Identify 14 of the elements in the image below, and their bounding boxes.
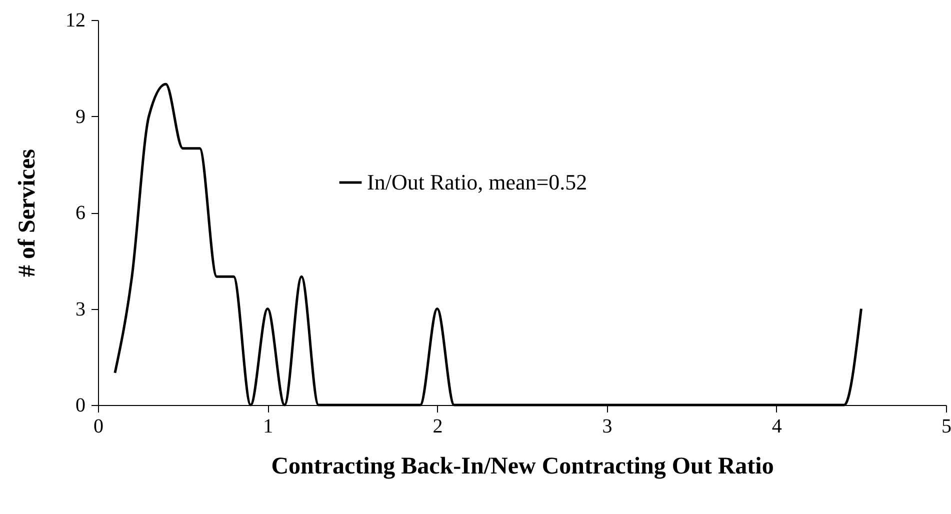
x-tick-label: 2 (432, 416, 443, 438)
x-tick-label: 0 (94, 416, 104, 438)
y-tick-label: 3 (76, 298, 86, 320)
x-tick-label: 1 (263, 416, 274, 438)
x-tick-label: 5 (942, 416, 951, 438)
y-tick-label: 12 (66, 10, 86, 32)
x-tick-label: 3 (602, 416, 612, 438)
legend-label: In/Out Ratio, mean=0.52 (367, 170, 588, 194)
x-axis-title: Contracting Back-In/New Contracting Out Ratio (271, 454, 774, 480)
y-tick-label: 9 (76, 106, 86, 128)
y-axis-title: # of Services (14, 149, 40, 277)
y-tick-label: 0 (76, 394, 86, 416)
y-tick-label: 6 (76, 202, 86, 224)
x-tick-label: 4 (772, 416, 782, 438)
